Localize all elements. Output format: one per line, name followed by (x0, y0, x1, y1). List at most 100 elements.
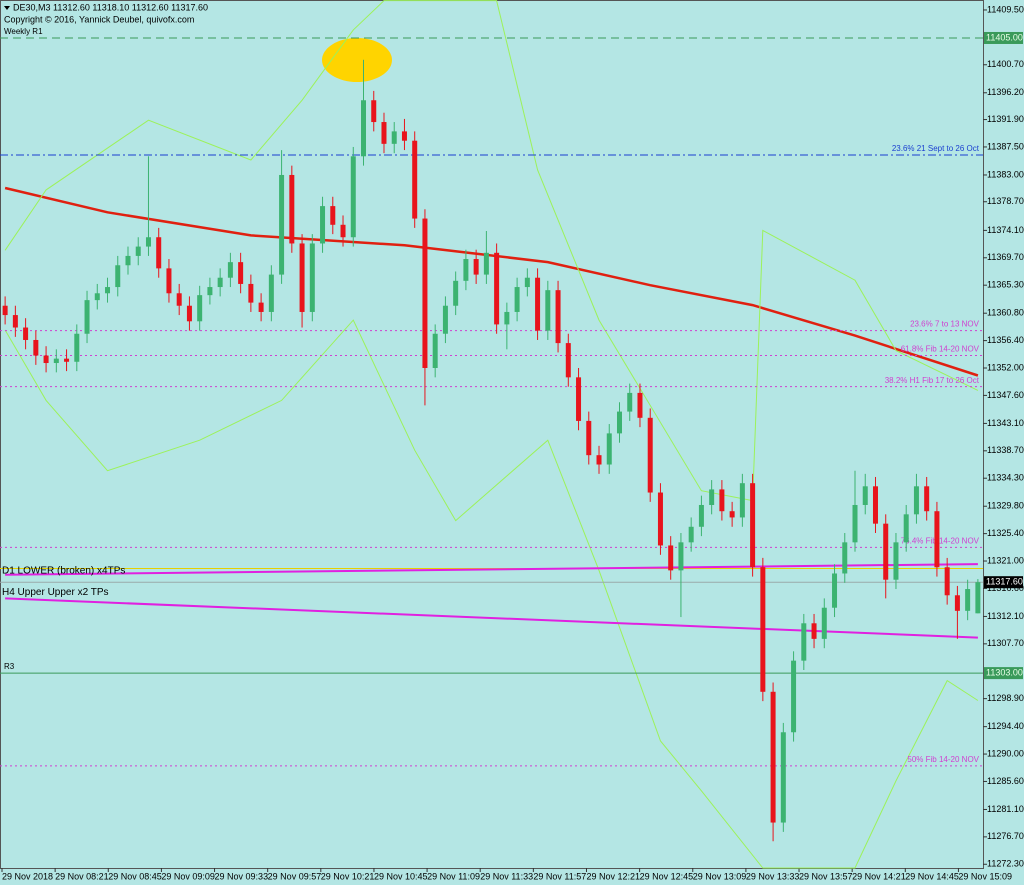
candle-body (279, 174, 285, 275)
candle-body (698, 504, 704, 527)
candle-body (217, 277, 223, 288)
candle-body (811, 623, 817, 639)
candle-body (483, 252, 489, 275)
candle-body (371, 100, 377, 123)
chart-title: DE30,M3 11312.60 11318.10 11312.60 11317… (13, 2, 208, 12)
candle-body (238, 262, 244, 284)
chart-subtitle: Copyright © 2016, Yannick Deubel, quivof… (4, 14, 194, 24)
x-tick-label: 29 Nov 12:45 (640, 871, 694, 881)
candle-body (545, 290, 551, 331)
candle-body (780, 732, 786, 823)
candle-body (350, 156, 356, 238)
y-tick-label: 11409.50 (987, 4, 1024, 14)
y-tick-label: 11400.70 (987, 59, 1024, 69)
candle-body (197, 295, 203, 322)
candle-body (872, 486, 878, 524)
level-label: 76.4% Fib 14-20 NOV (901, 536, 980, 545)
candle-body (84, 300, 90, 334)
x-tick-label: 29 Nov 09:57 (268, 871, 322, 881)
x-tick-label: 29 Nov 2018 (2, 871, 53, 881)
candle-body (606, 433, 612, 465)
candle-body (647, 417, 653, 493)
candle-body (391, 131, 397, 144)
x-tick-label: 29 Nov 10:21 (321, 871, 375, 881)
current-price-label: 11317.60 (986, 577, 1023, 587)
x-tick-label: 29 Nov 15:09 (958, 871, 1012, 881)
level-label: 50% Fib 14-20 NOV (907, 755, 979, 764)
candle-body (115, 265, 121, 288)
candle-body (53, 358, 59, 364)
candle-body (43, 355, 49, 364)
price-box (984, 31, 1023, 44)
candle-body (739, 483, 745, 518)
y-tick-label: 11396.20 (987, 87, 1024, 97)
level-label: R3 (4, 662, 15, 671)
candle-body (903, 514, 909, 543)
level-label: 61.8% Fib 14-20 NOV (901, 345, 980, 354)
candle-body (514, 287, 520, 312)
current-price-box (984, 576, 1023, 589)
candle-body (555, 290, 561, 344)
candle-body (688, 526, 694, 543)
candle-body (64, 358, 70, 362)
candle-body (186, 305, 192, 322)
x-tick-label: 29 Nov 08:21 (55, 871, 109, 881)
candle-body (709, 489, 715, 505)
candle-body (883, 523, 889, 580)
candle-body (893, 542, 899, 580)
candle-body (248, 283, 254, 303)
candle-body (12, 315, 18, 328)
y-tick-label: 11290.00 (987, 748, 1024, 758)
candle-body (862, 486, 868, 505)
candle-body (494, 252, 500, 325)
candle-body (23, 327, 29, 340)
x-tick-label: 29 Nov 09:09 (161, 871, 215, 881)
candle-body (596, 455, 602, 465)
candle-body (535, 277, 541, 331)
candle-body (330, 206, 336, 225)
candle-body (934, 511, 940, 568)
candle-body (719, 489, 725, 512)
candle-body (422, 218, 428, 368)
y-tick-label: 11272.30 (987, 859, 1024, 869)
x-tick-label: 29 Nov 12:21 (586, 871, 640, 881)
price-box (984, 667, 1023, 680)
y-tick-label: 11285.60 (987, 776, 1024, 786)
y-tick-label: 11356.40 (987, 335, 1024, 345)
price-box-label: 11303.00 (986, 667, 1023, 677)
y-tick-label: 11391.90 (987, 114, 1024, 124)
candle-body (975, 582, 981, 614)
candle-body (268, 274, 274, 312)
y-tick-label: 11307.70 (987, 638, 1024, 648)
indicator-line (4, 319, 979, 869)
candle-body (668, 545, 674, 571)
candle-body (207, 287, 213, 296)
candle-body (94, 293, 100, 301)
candle-body (565, 343, 571, 378)
y-tick-label: 11365.30 (987, 280, 1024, 290)
candle-body (832, 573, 838, 608)
candle-body (135, 246, 141, 256)
candle-body (954, 595, 960, 611)
y-tick-label: 11383.00 (987, 169, 1024, 179)
candle-body (340, 224, 346, 238)
candle-body (463, 259, 469, 281)
level-label: 23.6% 7 to 13 NOV (910, 320, 980, 329)
candle-body (166, 268, 172, 294)
x-tick-label: 29 Nov 13:57 (799, 871, 853, 881)
x-tick-label: 29 Nov 08:45 (108, 871, 162, 881)
candle-body (678, 542, 684, 571)
x-tick-label: 29 Nov 14:45 (905, 871, 959, 881)
level-label: 38.2% H1 Fib 17 to 26 Oct (885, 376, 980, 385)
candle-body (770, 691, 776, 823)
indicator-line (4, 0, 979, 502)
y-tick-label: 11312.10 (987, 611, 1024, 621)
trendline-label: D1 LOWER (broken) x4TPs (2, 565, 125, 576)
candle-body (381, 122, 387, 144)
candle-body (616, 411, 622, 434)
menu-triangle (4, 6, 10, 10)
candle-body (586, 420, 592, 456)
